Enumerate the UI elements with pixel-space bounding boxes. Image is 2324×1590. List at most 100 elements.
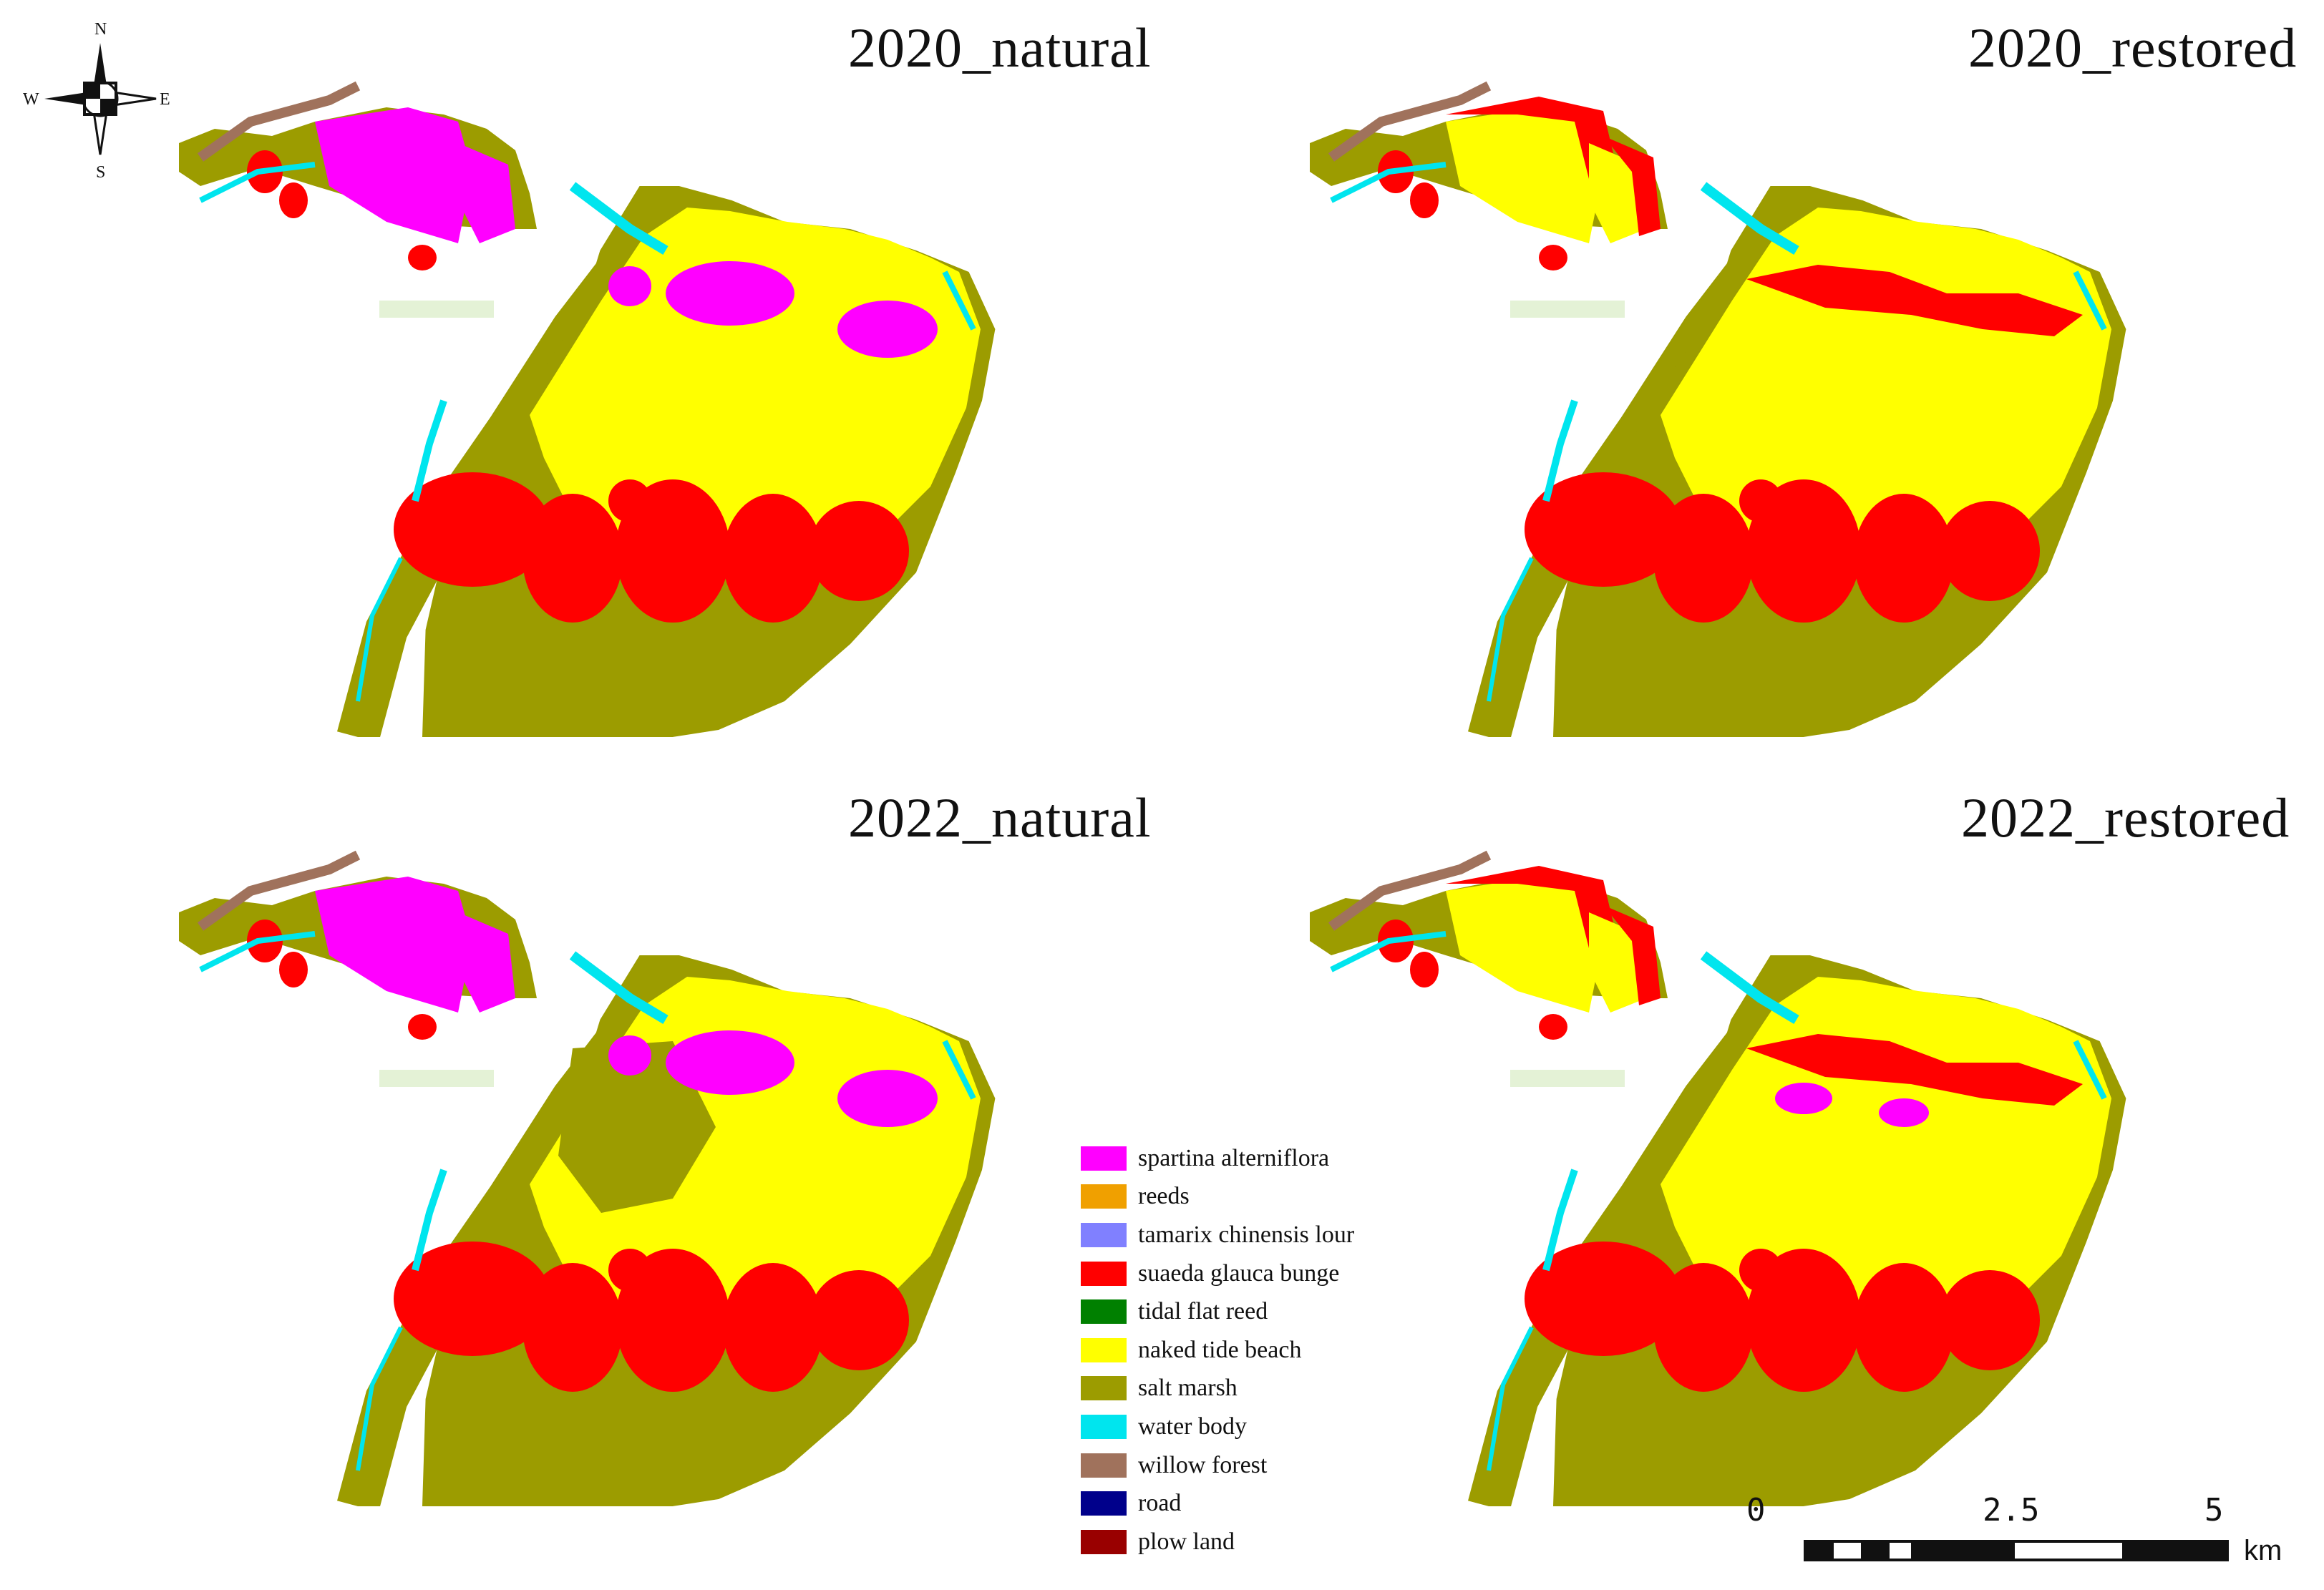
willow-forest-strip bbox=[197, 81, 361, 162]
suaeda-patch bbox=[809, 1270, 909, 1370]
north-arrow-icon: N S E W bbox=[23, 20, 170, 179]
suaeda-patch bbox=[1739, 1249, 1782, 1292]
legend-swatch bbox=[1081, 1184, 1127, 1209]
legend-label: suaeda glauca bunge bbox=[1138, 1259, 1340, 1287]
water-channel bbox=[1542, 399, 1578, 502]
legend-item: suaeda glauca bunge bbox=[1081, 1254, 1354, 1293]
panel-title-2022-natural: 2022_natural bbox=[848, 786, 1152, 849]
legend-label: spartina alterniflora bbox=[1138, 1144, 1330, 1171]
compass-s: S bbox=[96, 163, 105, 179]
spartina-patch bbox=[608, 266, 651, 306]
legend-label: tamarix chinensis lour bbox=[1138, 1221, 1355, 1248]
legend-item: tamarix chinensis lour bbox=[1081, 1216, 1354, 1254]
suaeda-patch bbox=[608, 479, 651, 522]
suaeda-patch bbox=[1653, 494, 1754, 623]
compass-e: E bbox=[160, 90, 170, 109]
suaeda-patch bbox=[522, 1263, 623, 1392]
suaeda-fringe bbox=[1746, 1034, 2083, 1106]
water-channel bbox=[569, 951, 668, 1025]
suaeda-patch bbox=[723, 494, 823, 623]
water-channel bbox=[2073, 270, 2107, 331]
suaeda-patch bbox=[1410, 182, 1439, 218]
legend-item: water body bbox=[1081, 1408, 1354, 1446]
water-channel bbox=[412, 399, 447, 502]
spartina-area bbox=[315, 107, 472, 243]
suaeda-patch bbox=[279, 182, 308, 218]
legend-item: tidal flat reed bbox=[1081, 1292, 1354, 1331]
bare-strip bbox=[1510, 1070, 1625, 1087]
suaeda-patch bbox=[522, 494, 623, 623]
suaeda-patch bbox=[1854, 1263, 1954, 1392]
water-channel bbox=[1487, 557, 1534, 702]
legend-label: willow forest bbox=[1138, 1451, 1268, 1478]
willow-forest-strip bbox=[1328, 81, 1492, 162]
spartina-patch bbox=[666, 261, 794, 326]
bare-strip bbox=[1510, 301, 1625, 318]
water-channel bbox=[412, 1169, 447, 1272]
legend-label: tidal flat reed bbox=[1138, 1298, 1268, 1325]
suaeda-patch bbox=[394, 472, 551, 587]
suaeda-patch bbox=[1739, 479, 1782, 522]
suaeda-patch bbox=[1854, 494, 1954, 623]
suaeda-fringe bbox=[1603, 905, 1661, 1005]
water-channel bbox=[1330, 931, 1447, 972]
bare-strip bbox=[379, 1070, 494, 1087]
legend-label: salt marsh bbox=[1138, 1375, 1238, 1402]
spartina-area bbox=[458, 143, 515, 243]
water-channel bbox=[199, 931, 316, 972]
legend-item: spartina alterniflora bbox=[1081, 1139, 1354, 1178]
spartina-patch bbox=[837, 301, 938, 358]
suaeda-patch bbox=[723, 1263, 823, 1392]
suaeda-patch bbox=[1525, 1242, 1682, 1356]
map-2020-restored bbox=[1310, 81, 2126, 737]
legend-label: plow land bbox=[1138, 1528, 1235, 1555]
water-channel bbox=[356, 557, 403, 702]
suaeda-patch bbox=[279, 952, 308, 987]
spartina-patch bbox=[666, 1030, 794, 1095]
spartina-patch bbox=[1775, 1083, 1832, 1114]
legend-swatch bbox=[1081, 1529, 1127, 1554]
water-channel bbox=[942, 270, 976, 331]
legend-swatch bbox=[1081, 1261, 1127, 1286]
legend-swatch bbox=[1081, 1222, 1127, 1247]
legend-label: water body bbox=[1138, 1413, 1248, 1440]
naked-tide-beach-area bbox=[1446, 877, 1603, 1013]
legend-item: naked tide beach bbox=[1081, 1331, 1354, 1370]
legend-swatch bbox=[1081, 1299, 1127, 1325]
spartina-patch bbox=[837, 1070, 938, 1127]
legend-label: road bbox=[1138, 1490, 1182, 1517]
water-channel bbox=[1700, 951, 1799, 1025]
legend-item: salt marsh bbox=[1081, 1370, 1354, 1408]
map-2022-restored bbox=[1310, 850, 2126, 1506]
legend-swatch bbox=[1081, 1337, 1127, 1362]
legend-swatch bbox=[1081, 1491, 1127, 1516]
water-channel bbox=[569, 182, 668, 255]
compass-n: N bbox=[94, 20, 107, 39]
water-channel bbox=[1700, 182, 1799, 255]
panel-title-2020-restored: 2020_restored bbox=[1968, 16, 2298, 79]
legend-swatch bbox=[1081, 1376, 1127, 1401]
spartina-area bbox=[458, 912, 515, 1013]
legend-swatch bbox=[1081, 1453, 1127, 1478]
spartina-patch bbox=[608, 1035, 651, 1076]
legend-label: reeds bbox=[1138, 1183, 1190, 1210]
water-channel bbox=[356, 1326, 403, 1471]
panel-title-2020-natural: 2020_natural bbox=[848, 16, 1152, 79]
suaeda-patch bbox=[1940, 501, 2040, 601]
willow-forest-strip bbox=[197, 850, 361, 931]
suaeda-patch bbox=[809, 501, 909, 601]
legend-label: naked tide beach bbox=[1138, 1336, 1302, 1363]
scale-tick-0: 0 bbox=[1746, 1492, 1766, 1528]
legend-item: willow forest bbox=[1081, 1446, 1354, 1485]
suaeda-patch bbox=[608, 1249, 651, 1292]
water-channel bbox=[1542, 1169, 1578, 1272]
suaeda-fringe bbox=[1603, 136, 1661, 236]
map-2020-natural bbox=[179, 81, 996, 737]
legend-swatch bbox=[1081, 1146, 1127, 1171]
scale-unit: km bbox=[2244, 1535, 2282, 1566]
legend-item: road bbox=[1081, 1484, 1354, 1523]
suaeda-patch bbox=[1539, 245, 1567, 270]
suaeda-patch bbox=[394, 1242, 551, 1356]
scale-tick-2-5: 2.5 bbox=[1983, 1492, 2040, 1528]
suaeda-patch bbox=[1525, 472, 1682, 587]
